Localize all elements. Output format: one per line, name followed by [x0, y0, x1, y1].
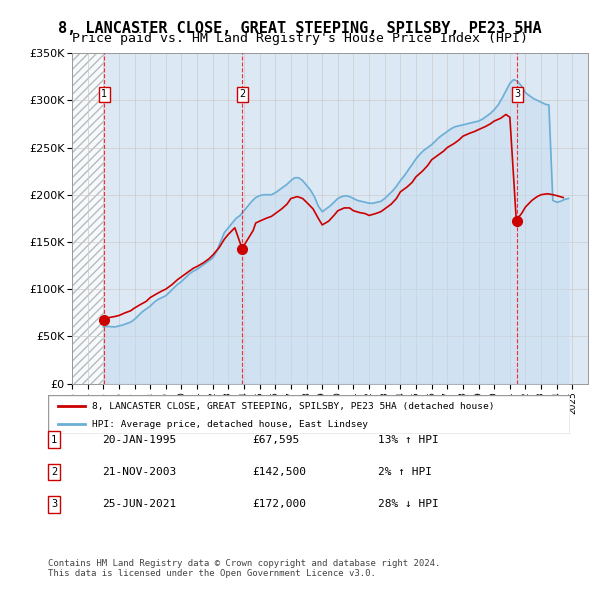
Text: 2% ↑ HPI: 2% ↑ HPI: [378, 467, 432, 477]
Text: 1: 1: [51, 435, 57, 444]
Text: £142,500: £142,500: [252, 467, 306, 477]
Text: 8, LANCASTER CLOSE, GREAT STEEPING, SPILSBY, PE23 5HA: 8, LANCASTER CLOSE, GREAT STEEPING, SPIL…: [58, 21, 542, 35]
Text: 1: 1: [101, 90, 107, 99]
Text: 3: 3: [51, 500, 57, 509]
Text: HPI: Average price, detached house, East Lindsey: HPI: Average price, detached house, East…: [92, 419, 368, 428]
Text: Contains HM Land Registry data © Crown copyright and database right 2024.
This d: Contains HM Land Registry data © Crown c…: [48, 559, 440, 578]
Text: £172,000: £172,000: [252, 500, 306, 509]
Text: 21-NOV-2003: 21-NOV-2003: [102, 467, 176, 477]
Text: 3: 3: [514, 90, 520, 99]
Text: 25-JUN-2021: 25-JUN-2021: [102, 500, 176, 509]
Text: 20-JAN-1995: 20-JAN-1995: [102, 435, 176, 444]
Text: Price paid vs. HM Land Registry's House Price Index (HPI): Price paid vs. HM Land Registry's House …: [72, 32, 528, 45]
Text: 8, LANCASTER CLOSE, GREAT STEEPING, SPILSBY, PE23 5HA (detached house): 8, LANCASTER CLOSE, GREAT STEEPING, SPIL…: [92, 402, 495, 411]
Text: 2: 2: [239, 90, 245, 99]
Text: 13% ↑ HPI: 13% ↑ HPI: [378, 435, 439, 444]
FancyBboxPatch shape: [48, 395, 570, 434]
Text: £67,595: £67,595: [252, 435, 299, 444]
Bar: [72, 53, 104, 384]
Text: 2: 2: [51, 467, 57, 477]
Text: 28% ↓ HPI: 28% ↓ HPI: [378, 500, 439, 509]
